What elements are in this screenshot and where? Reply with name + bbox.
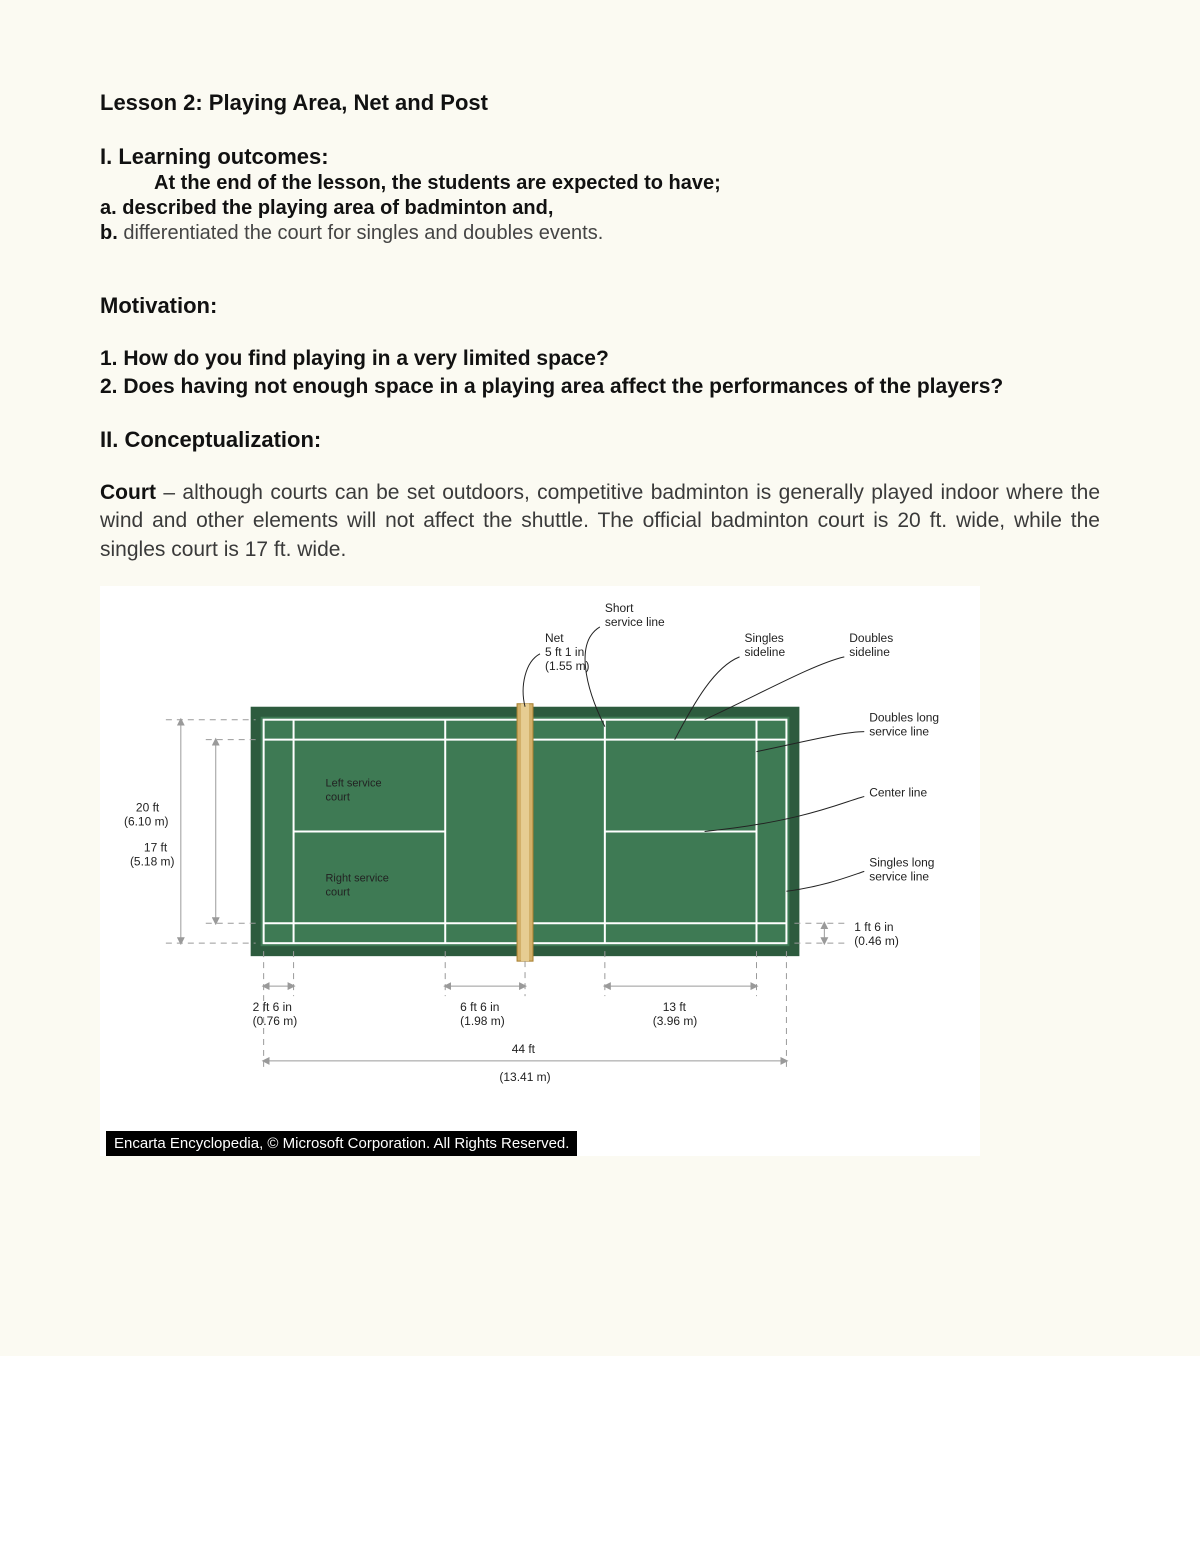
callout-singles-side: Singles sideline — [745, 631, 788, 659]
outcome-b-prefix: b. — [100, 222, 118, 244]
learning-intro: At the end of the lesson, the students a… — [154, 172, 1100, 195]
dim-20ft: 20 ft (6.10 m) — [124, 801, 169, 829]
page: Lesson 2: Playing Area, Net and Post I. … — [0, 0, 1200, 1356]
motivation-q2: 2. Does having not enough space in a pla… — [100, 375, 1100, 399]
court-diagram: Left servicecourt Right servicecourt 2 — [100, 586, 980, 1156]
conceptualization-heading: II. Conceptualization: — [100, 427, 1100, 453]
court-lead: Court — [100, 481, 156, 504]
motivation-heading: Motivation: — [100, 293, 1100, 319]
dim-1ft6: 1 ft 6 in (0.46 m) — [854, 920, 899, 948]
callout-doubles-long: Doubles long service line — [869, 711, 942, 739]
outcome-b-text: differentiated the court for singles and… — [118, 222, 604, 244]
dim-6ft6: 6 ft 6 in (1.98 m) — [460, 1000, 505, 1028]
diagram-caption: Encarta Encyclopedia, © Microsoft Corpor… — [106, 1131, 577, 1156]
learning-outcomes-heading: I. Learning outcomes: — [100, 144, 1100, 170]
dim-17ft: 17 ft (5.18 m) — [130, 840, 175, 868]
court-text: – although courts can be set outdoors, c… — [100, 481, 1100, 561]
dim-44ft: 44 ft (13.41 m) — [499, 1042, 550, 1084]
dim-13ft: 13 ft (3.96 m) — [653, 1000, 698, 1028]
callout-doubles-side: Doubles sideline — [849, 631, 896, 659]
motivation-q1: 1. How do you find playing in a very lim… — [100, 347, 1100, 371]
outcome-b: b. differentiated the court for singles … — [100, 222, 1100, 245]
dim-2ft6: 2 ft 6 in (0.76 m) — [253, 1000, 298, 1028]
outcome-a: a. described the playing area of badmint… — [100, 197, 1100, 220]
callout-center-line: Center line — [869, 786, 927, 800]
lesson-title: Lesson 2: Playing Area, Net and Post — [100, 90, 1100, 116]
callout-short-service: Short service line — [605, 601, 665, 629]
callout-singles-long: Singles long service line — [869, 855, 938, 883]
court-diagram-svg: Left servicecourt Right servicecourt 2 — [106, 592, 974, 1131]
court-paragraph: Court – although courts can be set outdo… — [100, 479, 1100, 564]
callout-net: Net 5 ft 1 in (1.55 m) — [545, 631, 590, 673]
